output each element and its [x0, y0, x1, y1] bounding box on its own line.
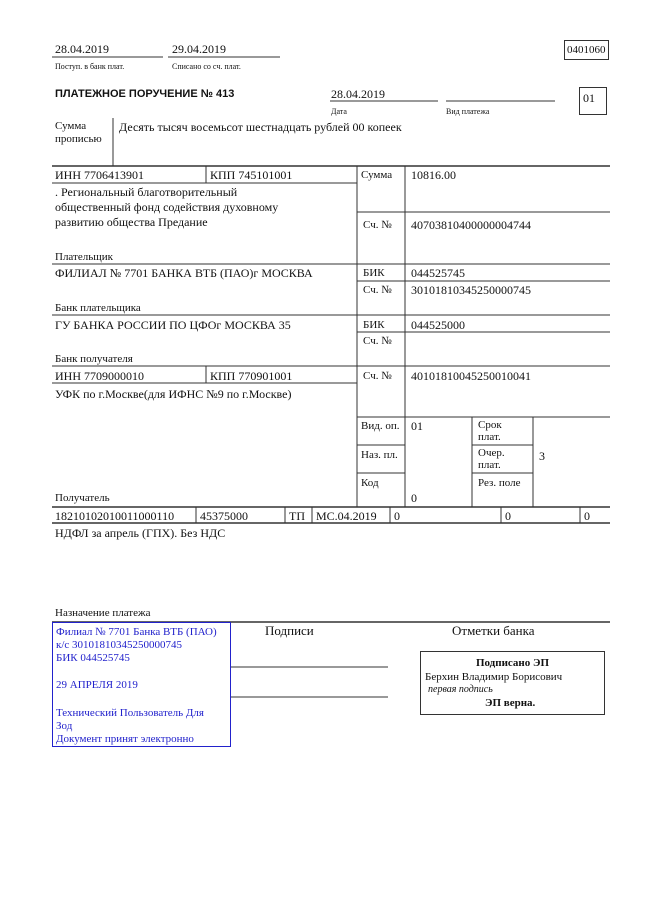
- recipient-account: 40101810045250010041: [411, 369, 531, 383]
- stamp-line: Филиал № 7701 Банка ВТБ (ПАО): [56, 626, 217, 638]
- document-date: 28.04.2019: [331, 87, 385, 101]
- received-label: Поступ. в банк плат.: [55, 62, 125, 71]
- stamp-line: Документ принят электронно: [56, 733, 194, 745]
- tax-period: МС.04.2019: [316, 509, 377, 523]
- payer-bank-name: ФИЛИАЛ № 7701 БАНКА ВТБ (ПАО)г МОСКВА: [55, 266, 313, 280]
- stamp-line: Зод: [56, 720, 73, 732]
- stamp-line: к/с 30101810345250000745: [56, 639, 183, 651]
- payer-kpp: КПП 745101001: [210, 168, 293, 182]
- purpose-code-label: Наз. пл.: [361, 449, 398, 461]
- payer-bank-account-label: Сч. №: [363, 284, 392, 296]
- recipient-bank-bik-label: БИК: [363, 319, 385, 331]
- received-date: 28.04.2019: [55, 42, 109, 56]
- priority-label: Очер.: [478, 447, 505, 459]
- status-code: 01: [579, 87, 607, 115]
- payer-name-line: развитию общества Предание: [55, 215, 208, 229]
- payment-purpose: НДФЛ за апрель (ГПХ). Без НДС: [55, 526, 226, 540]
- payer-bank-label: Банк плательщика: [55, 302, 141, 314]
- recipient-bank-name: ГУ БАНКА РОССИИ ПО ЦФОг МОСКВА 35: [55, 318, 291, 332]
- stamp-line: БИК 044525745: [56, 652, 130, 664]
- amount-label: Сумма: [361, 169, 393, 181]
- recipient-kpp: КПП 770901001: [210, 369, 293, 383]
- payment-type-label: Вид платежа: [446, 107, 490, 116]
- payment-type-field: 0: [584, 509, 590, 523]
- debited-label: Списано со сч. плат.: [172, 62, 241, 71]
- esign-signer: Берхин Владимир Борисович: [425, 671, 563, 683]
- amount-value: 10816.00: [411, 168, 456, 182]
- amount-in-words: Десять тысяч восемьсот шестнадцать рубле…: [119, 120, 402, 134]
- stamp-line: 29 АПРЕЛЯ 2019: [56, 679, 138, 691]
- oktmo: 45375000: [200, 509, 248, 523]
- amount-words-label-2: прописью: [55, 133, 102, 145]
- op-type-label: Вид. оп.: [361, 420, 400, 432]
- code-value: 0: [411, 491, 417, 505]
- bank-stamp: Филиал № 7701 Банка ВТБ (ПАО) к/с 301018…: [52, 622, 231, 747]
- date-label: Дата: [331, 107, 347, 116]
- kbk: 18210102010011000110: [55, 509, 175, 523]
- recipient-name: УФК по г.Москве(для ИФНС №9 по г.Москве): [55, 387, 292, 401]
- priority-label-2: плат.: [478, 459, 501, 471]
- op-type: 01: [411, 419, 423, 433]
- payer-name-line: . Региональный благотворительный: [55, 185, 238, 199]
- payer-inn: ИНН 7706413901: [55, 168, 144, 182]
- document-date-field: 0: [505, 509, 511, 523]
- debited-date: 29.04.2019: [172, 42, 226, 56]
- term-label: Срок: [478, 419, 502, 431]
- payer-account: 40703810400000004744: [411, 218, 531, 232]
- recipient-bank-label: Банк получателя: [55, 353, 133, 365]
- payer-bank-bik-label: БИК: [363, 267, 385, 279]
- recipient-bank-account-label: Сч. №: [363, 335, 392, 347]
- esign-status: ЭП верна.: [485, 697, 536, 709]
- payment-purpose-label: Назначение платежа: [55, 607, 151, 619]
- recipient-label: Получатель: [55, 492, 110, 504]
- page-title: ПЛАТЕЖНОЕ ПОРУЧЕНИЕ № 413: [55, 88, 235, 100]
- recipient-inn: ИНН 7709000010: [55, 369, 144, 383]
- stamp-line: Технический Пользователь Для: [56, 707, 204, 719]
- payer-label: Плательщик: [55, 251, 113, 263]
- form-code: 0401060: [564, 40, 609, 60]
- priority-value: 3: [539, 449, 545, 463]
- signatures-label: Подписи: [265, 623, 314, 638]
- term-label-2: плат.: [478, 431, 501, 443]
- payment-basis: ТП: [289, 509, 305, 523]
- code-label: Код: [361, 477, 379, 489]
- payer-name-line: общественный фонд содействия духовному: [55, 200, 279, 214]
- payer-account-label: Сч. №: [363, 219, 392, 231]
- recipient-bank-bik: 044525000: [411, 318, 465, 332]
- recipient-account-label: Сч. №: [363, 370, 392, 382]
- reserve-label: Рез. поле: [478, 477, 521, 489]
- amount-words-label: Сумма: [55, 120, 87, 132]
- payer-bank-bik: 044525745: [411, 266, 465, 280]
- esign-stamp: Подписано ЭП Берхин Владимир Борисович п…: [420, 651, 605, 715]
- esign-role: первая подпись: [428, 684, 493, 695]
- bank-marks-label: Отметки банка: [452, 623, 535, 638]
- document-number: 0: [394, 509, 400, 523]
- esign-title: Подписано ЭП: [475, 657, 550, 669]
- payer-bank-account: 30101810345250000745: [411, 283, 531, 297]
